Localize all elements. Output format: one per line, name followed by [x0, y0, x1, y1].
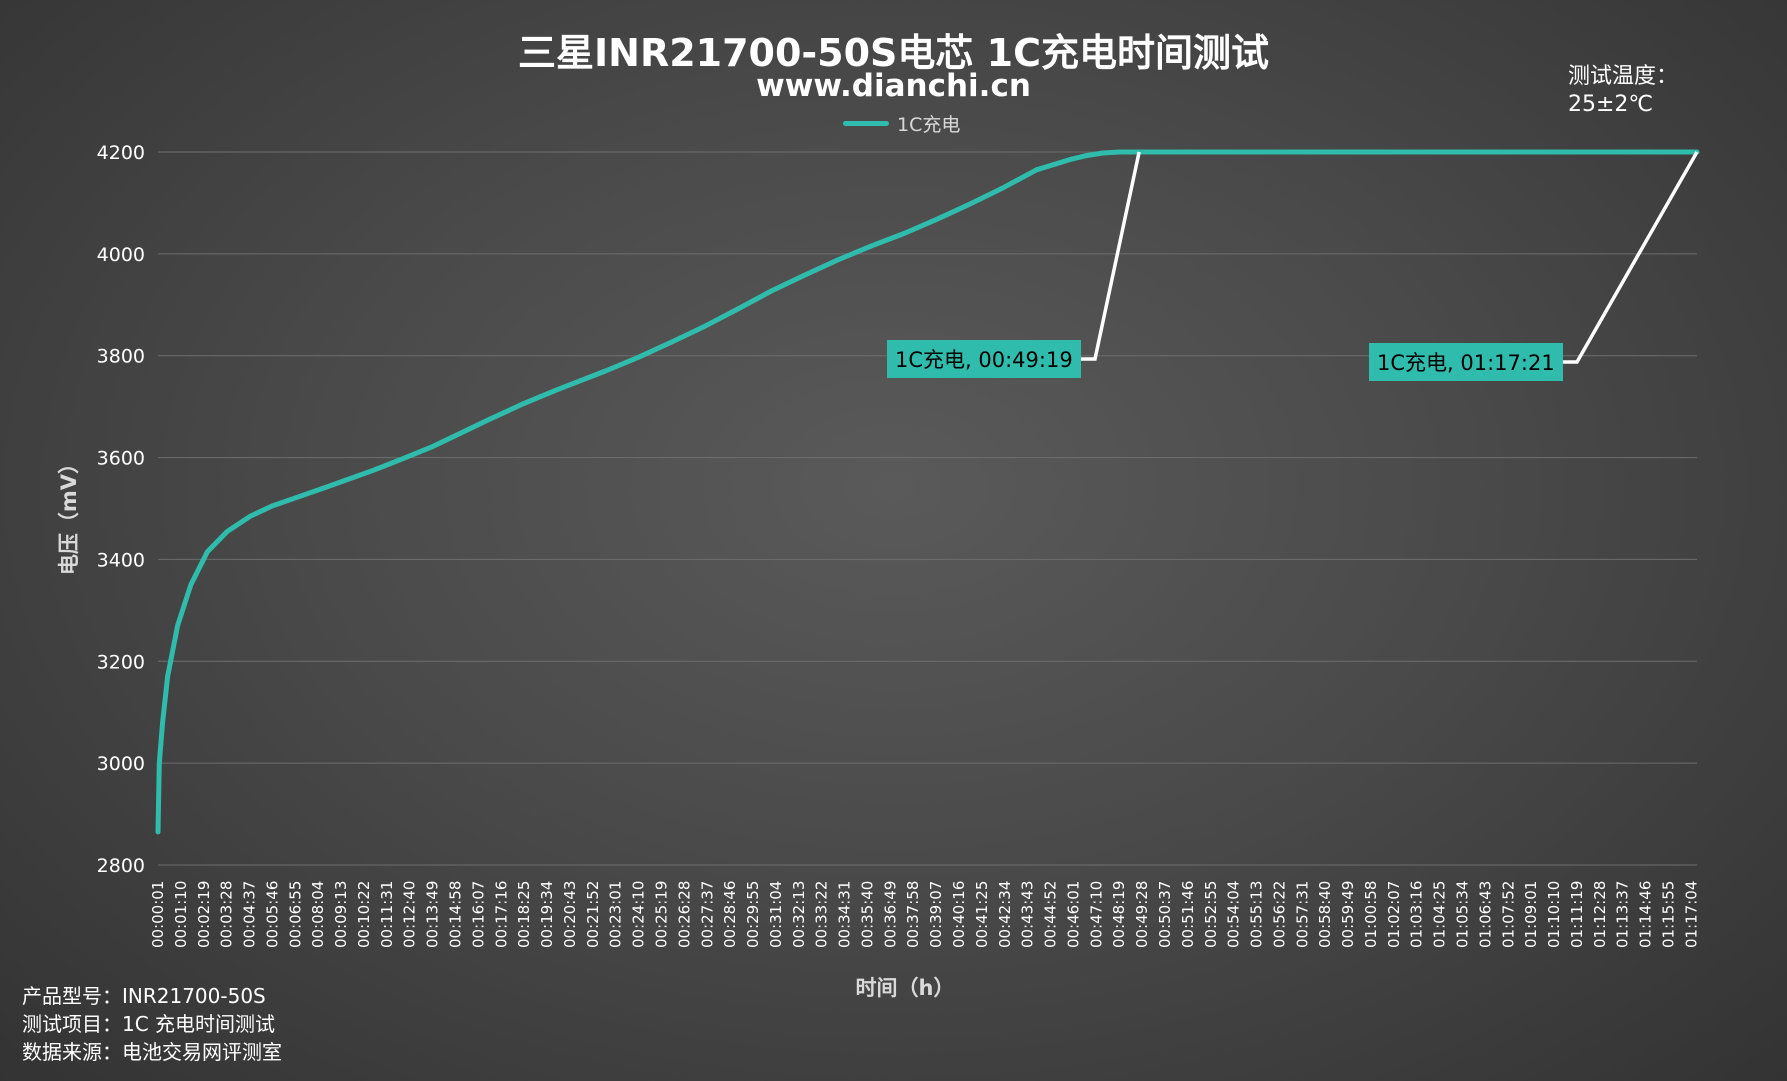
x-tick-label: 00:27:37 [698, 881, 716, 948]
x-tick-label: 00:54:04 [1225, 881, 1243, 948]
x-tick-label: 00:04:37 [241, 881, 259, 948]
x-tick-label: 00:36:49 [881, 881, 899, 948]
y-tick-label: 4200 [97, 142, 145, 164]
x-tick-label: 00:06:55 [286, 881, 304, 948]
annotation-leaders [1081, 151, 1699, 364]
x-tick-label: 00:33:22 [813, 881, 831, 948]
x-tick-label: 00:00:01 [149, 881, 167, 948]
x-tick-label: 00:14:58 [447, 881, 465, 948]
legend: 1C充电 [843, 110, 960, 137]
x-tick-label: 00:01:10 [172, 881, 190, 948]
x-tick-label: 01:09:01 [1522, 881, 1540, 948]
x-tick-label: 00:59:49 [1339, 881, 1357, 948]
x-tick-label: 00:47:10 [1087, 881, 1105, 948]
x-tick-label: 00:55:13 [1248, 881, 1266, 948]
x-tick-label: 00:49:28 [1133, 881, 1151, 948]
x-tick-label: 00:50:37 [1156, 881, 1174, 948]
x-tick-label: 00:24:10 [630, 881, 648, 948]
x-tick-label: 00:09:13 [332, 881, 350, 948]
x-tick-label: 01:12:28 [1591, 881, 1609, 948]
x-tick-label: 01:00:58 [1362, 881, 1380, 948]
series-line-1c-charge [155, 149, 1700, 835]
x-axis-ticks: 00:00:01 00:01:10 00:02:19 00:03:28 00:04:37… [149, 881, 1700, 948]
x-tick-label: 00:39:07 [927, 881, 945, 948]
x-tick-label: 00:52:55 [1202, 881, 1220, 948]
x-tick-label: 00:23:01 [607, 881, 625, 948]
annotation-leader-line [1563, 151, 1699, 364]
test-temperature-value: 25±2℃ [1568, 92, 1654, 117]
x-tick-label: 00:46:01 [1064, 881, 1082, 948]
x-tick-label: 00:51:46 [1179, 881, 1197, 948]
legend-swatch [843, 121, 889, 126]
x-tick-label: 00:02:19 [195, 881, 213, 948]
y-tick-label: 3600 [97, 448, 145, 470]
x-tick-label: 00:18:25 [515, 881, 533, 948]
chart-title: 三星INR21700-50S电芯 1C充电时间测试 [518, 31, 1269, 75]
x-tick-label: 00:28:46 [721, 881, 739, 948]
annotation-leader-line [1081, 151, 1141, 361]
x-tick-label: 00:44:52 [1042, 881, 1060, 948]
x-tick-label: 01:15:55 [1659, 881, 1677, 948]
test-item: 测试项目：1C 充电时间测试 [22, 1012, 276, 1036]
x-tick-label: 00:19:34 [538, 881, 556, 948]
x-tick-label: 01:04:25 [1431, 881, 1449, 948]
x-tick-label: 01:17:04 [1682, 881, 1700, 948]
x-tick-label: 00:12:40 [401, 881, 419, 948]
x-tick-label: 00:03:28 [218, 881, 236, 948]
x-tick-label: 00:08:04 [309, 881, 327, 948]
x-tick-label: 00:56:22 [1270, 881, 1288, 948]
y-tick-label: 3800 [97, 346, 145, 368]
x-tick-label: 00:11:31 [378, 881, 396, 948]
x-tick-label: 01:13:37 [1614, 881, 1632, 948]
x-tick-label: 01:02:07 [1385, 881, 1403, 948]
x-tick-label: 01:11:19 [1568, 881, 1586, 948]
x-tick-label: 00:42:34 [996, 881, 1014, 948]
x-tick-label: 00:43:43 [1019, 881, 1037, 948]
x-tick-label: 00:26:28 [675, 881, 693, 948]
annotation-label: 1C充电, 00:49:19 [887, 340, 1081, 378]
y-axis-ticks: 2800 3000 3200 3400 3600 3800 4000 4200 [97, 142, 145, 877]
x-tick-label: 00:25:19 [652, 881, 670, 948]
x-tick-label: 00:48:19 [1110, 881, 1128, 948]
x-tick-label: 00:05:46 [263, 881, 281, 948]
x-tick-label: 00:40:16 [950, 881, 968, 948]
chart-subtitle: www.dianchi.cn [756, 68, 1031, 104]
x-tick-label: 00:10:22 [355, 881, 373, 948]
y-tick-label: 2800 [97, 855, 145, 877]
x-tick-label: 00:41:25 [973, 881, 991, 948]
data-source: 数据来源：电池交易网评测室 [22, 1040, 282, 1064]
gridlines [158, 151, 1697, 866]
y-tick-label: 3400 [97, 549, 145, 571]
annotation-label: 1C充电, 01:17:21 [1369, 343, 1563, 381]
test-temperature-label: 测试温度： [1568, 64, 1679, 89]
product-model: 产品型号：INR21700-50S [22, 984, 266, 1008]
x-axis-label: 时间（h） [855, 976, 955, 1000]
y-tick-label: 4000 [97, 244, 145, 266]
x-tick-label: 00:16:07 [469, 881, 487, 948]
y-tick-label: 3000 [97, 753, 145, 775]
x-tick-label: 00:32:13 [790, 881, 808, 948]
x-tick-label: 00:20:43 [561, 881, 579, 948]
x-tick-label: 00:29:55 [744, 881, 762, 948]
x-tick-label: 00:57:31 [1293, 881, 1311, 948]
x-tick-label: 01:06:43 [1476, 881, 1494, 948]
legend-label: 1C充电 [897, 114, 961, 136]
x-tick-label: 01:14:46 [1637, 881, 1655, 948]
x-tick-label: 00:34:31 [836, 881, 854, 948]
x-tick-label: 00:35:40 [858, 881, 876, 948]
x-tick-label: 00:37:58 [904, 881, 922, 948]
x-tick-label: 00:13:49 [424, 881, 442, 948]
x-tick-label: 00:17:16 [492, 881, 510, 948]
x-tick-label: 01:05:34 [1454, 881, 1472, 948]
y-tick-label: 3200 [97, 651, 145, 673]
x-tick-label: 00:58:40 [1316, 881, 1334, 948]
series-group [155, 149, 1700, 835]
x-tick-label: 01:10:10 [1545, 881, 1563, 948]
x-tick-label: 01:03:16 [1408, 881, 1426, 948]
x-tick-label: 00:31:04 [767, 881, 785, 948]
y-axis-label: 电压（mV） [57, 452, 81, 576]
x-tick-label: 00:21:52 [584, 881, 602, 948]
x-tick-label: 01:07:52 [1499, 881, 1517, 948]
